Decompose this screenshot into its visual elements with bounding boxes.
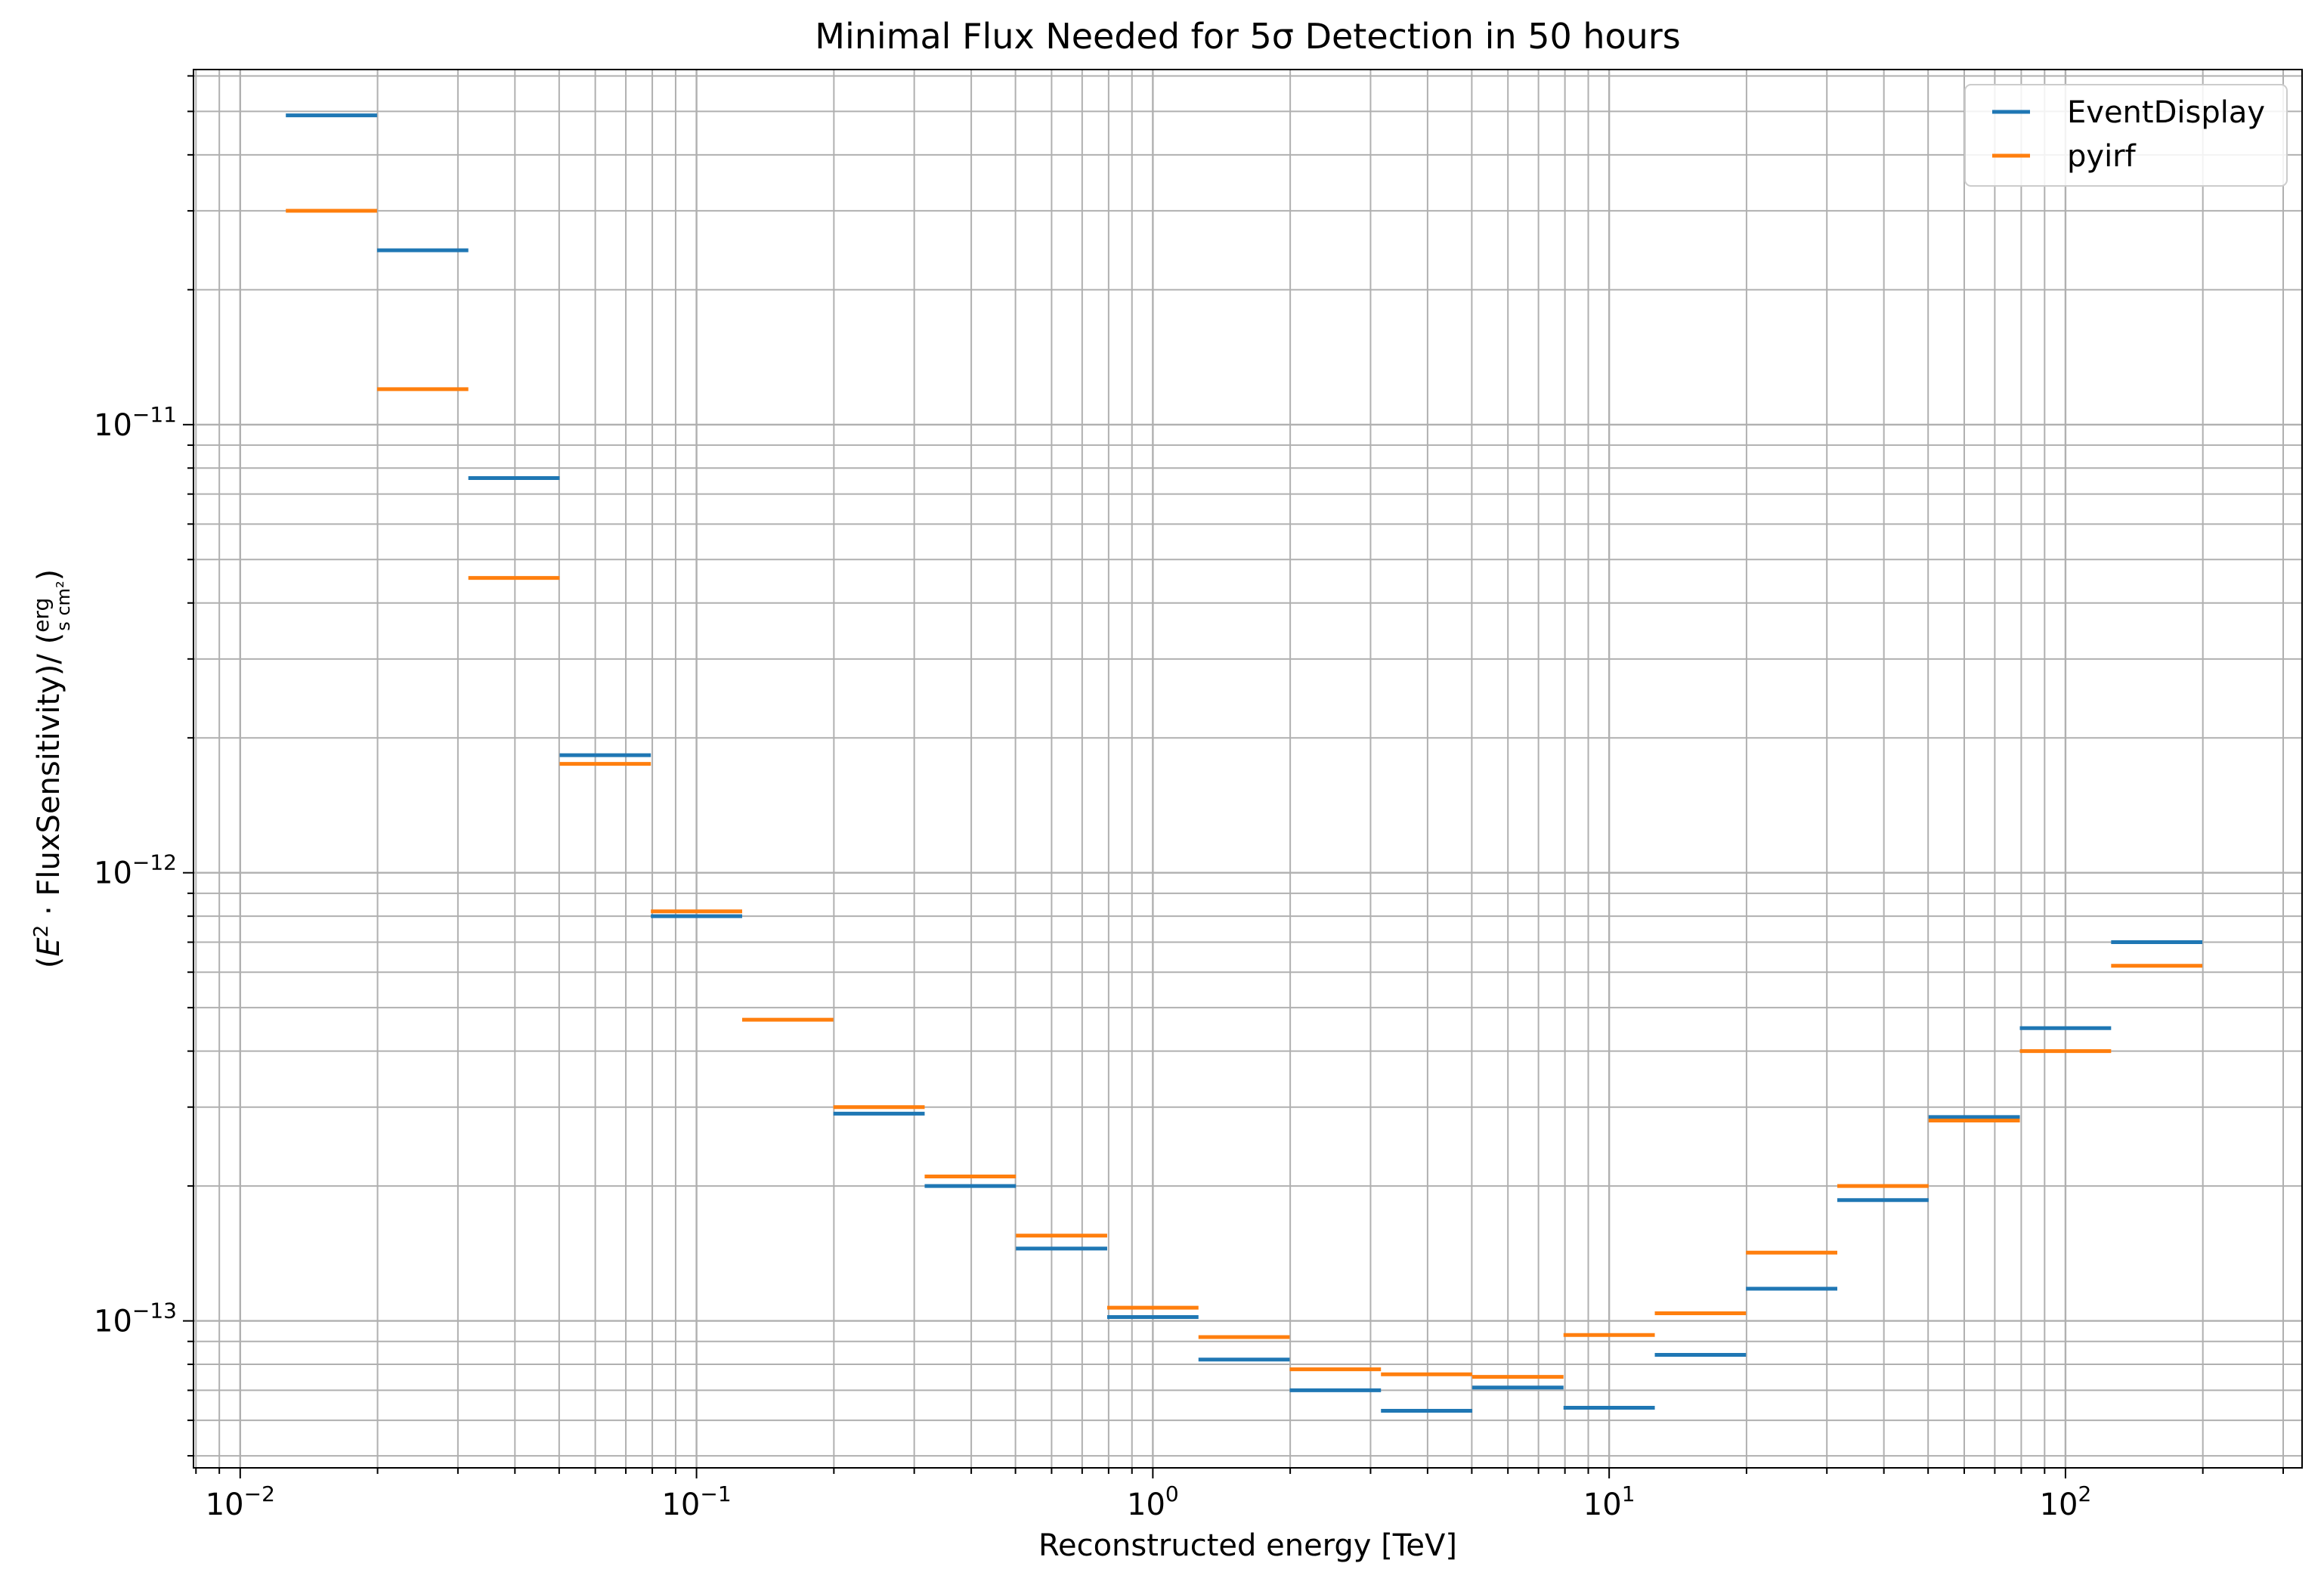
legend: EventDisplay pyirf bbox=[1964, 84, 2288, 187]
y-axis-label: (E2 · FluxSensitivity)/ (ergs cm²) bbox=[29, 569, 74, 968]
x-tick-base: 10 bbox=[1583, 1487, 1622, 1522]
x-tick-exponent: 2 bbox=[2078, 1481, 2091, 1506]
y-tick-label: 10−11 bbox=[94, 402, 177, 443]
x-axis-label: Reconstructed energy [TeV] bbox=[1038, 1528, 1457, 1563]
chart-title: Minimal Flux Needed for 5σ Detection in … bbox=[815, 16, 1680, 57]
y-label-exp: 2 bbox=[30, 925, 53, 938]
legend-label-eventdisplay: EventDisplay bbox=[2067, 95, 2265, 130]
y-label-mid: · FluxSensitivity)/ ( bbox=[32, 633, 67, 925]
y-tick-exponent: −11 bbox=[132, 402, 177, 427]
y-tick-base: 10 bbox=[94, 1305, 132, 1339]
legend-box bbox=[1964, 84, 2288, 187]
y-label-close: ) bbox=[32, 569, 67, 581]
x-tick-exponent: 1 bbox=[1622, 1481, 1635, 1506]
y-axis-label-text: (E2 · FluxSensitivity)/ (ergs cm²) bbox=[29, 569, 74, 968]
x-tick-exponent: 0 bbox=[1165, 1481, 1179, 1506]
minor-grid bbox=[193, 70, 2302, 1468]
x-tick-base: 10 bbox=[1127, 1487, 1165, 1522]
series-pyirf bbox=[286, 209, 2203, 1379]
legend-label-pyirf: pyirf bbox=[2067, 139, 2137, 174]
y-tick-exponent: −12 bbox=[132, 850, 177, 875]
series-layer bbox=[286, 113, 2203, 1413]
x-tick-label: 10−2 bbox=[206, 1481, 275, 1522]
y-label-part-open: ( bbox=[32, 957, 67, 969]
series-eventdisplay bbox=[286, 113, 2203, 1413]
x-axis-ticks: 10−2 10−1 100 101 102 bbox=[195, 1468, 2285, 1522]
plot-area bbox=[193, 70, 2302, 1468]
y-tick-base: 10 bbox=[94, 856, 132, 891]
x-tick-base: 10 bbox=[206, 1487, 244, 1522]
x-tick-exponent: −1 bbox=[700, 1481, 731, 1506]
x-tick-base: 10 bbox=[661, 1487, 700, 1522]
y-label-e: E bbox=[32, 937, 67, 957]
x-tick-base: 10 bbox=[2040, 1487, 2078, 1522]
x-tick-label: 100 bbox=[1127, 1481, 1179, 1522]
y-tick-base: 10 bbox=[94, 408, 132, 443]
y-tick-label: 10−13 bbox=[94, 1299, 177, 1339]
major-grid bbox=[193, 70, 2302, 1468]
x-tick-label: 101 bbox=[1583, 1481, 1635, 1522]
x-tick-exponent: −2 bbox=[244, 1481, 275, 1506]
y-label-num: erg bbox=[29, 598, 54, 633]
x-tick-label: 102 bbox=[2040, 1481, 2092, 1522]
y-tick-label: 10−12 bbox=[94, 850, 177, 891]
y-tick-exponent: −13 bbox=[132, 1299, 177, 1323]
plot-frame bbox=[193, 69, 2303, 1469]
y-label-den: s cm² bbox=[53, 580, 74, 630]
x-tick-label: 10−1 bbox=[661, 1481, 731, 1522]
